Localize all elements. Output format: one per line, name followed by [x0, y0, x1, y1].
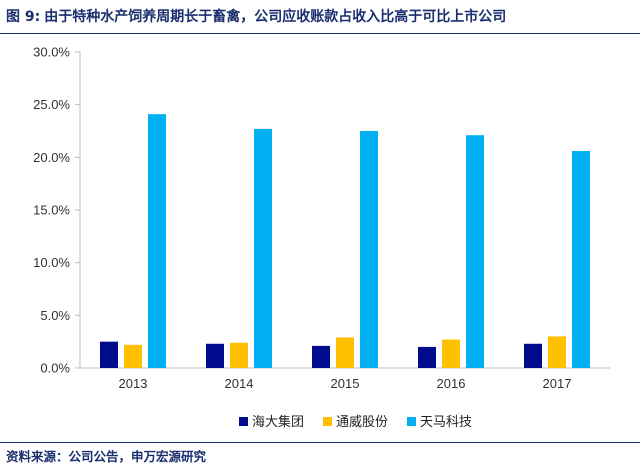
bar-通威股份-2014	[230, 342, 248, 368]
bar-通威股份-2013	[124, 344, 142, 368]
bar-series	[100, 114, 590, 368]
legend-label: 天马科技	[420, 415, 472, 430]
bar-天马科技-2013	[148, 114, 166, 368]
bar-海大集团-2017	[524, 343, 542, 368]
bar-天马科技-2016	[466, 135, 484, 368]
legend-label: 通威股份	[336, 415, 388, 430]
bar-海大集团-2015	[312, 345, 330, 368]
x-tick-label: 2013	[119, 376, 148, 391]
y-tick-label: 15.0%	[33, 203, 70, 218]
legend: 海大集团 通威股份 天马科技	[239, 414, 472, 430]
bar-天马科技-2017	[572, 151, 590, 368]
x-tick-label: 2017	[543, 376, 572, 391]
figure-title-text: 由于特种水产饲养周期长于畜禽，公司应收账款占收入比高于可比上市公司	[44, 9, 507, 25]
bar-天马科技-2015	[360, 131, 378, 368]
bar-通威股份-2017	[548, 336, 566, 368]
y-axis-ticks: 0.0% 5.0% 10.0% 15.0% 20.0% 25.0% 30.0%	[33, 45, 80, 376]
bar-chart: 0.0%5.0%10.0%15.0%20.0%25.0%30.0% 2013 20…	[33, 45, 610, 430]
figure-number: 图 9:	[6, 9, 41, 25]
bar-海大集团-2013	[100, 341, 118, 368]
y-tick-label: 10.0%	[33, 255, 70, 270]
source-note: 资料来源：公司公告，申万宏源研究	[0, 442, 640, 465]
bar-天马科技-2014	[254, 128, 272, 368]
x-tick-label: 2016	[437, 376, 466, 391]
legend-swatch	[407, 417, 416, 426]
y-tick-label: 0.0%	[40, 361, 70, 376]
bar-海大集团-2014	[206, 343, 224, 368]
y-tick-label: 25.0%	[33, 97, 70, 112]
legend-label: 海大集团	[252, 414, 304, 430]
y-tick-label: 5.0%	[40, 308, 70, 323]
legend-swatch	[323, 417, 332, 426]
y-tick-label: 30.0%	[33, 45, 70, 60]
x-tick-label: 2014	[225, 376, 254, 391]
figure-title: 图 9: 由于特种水产饲养周期长于畜禽，公司应收账款占收入比高于可比上市公司	[0, 0, 640, 34]
bar-海大集团-2016	[418, 346, 436, 368]
x-tick-label: 2015	[331, 376, 360, 391]
bar-通威股份-2015	[336, 337, 354, 368]
bar-通威股份-2016	[442, 339, 460, 368]
y-tick-label: 20.0%	[33, 150, 70, 165]
x-axis-ticks: 2013 2014 2015 2016 2017	[119, 376, 572, 391]
legend-swatch	[239, 417, 248, 426]
